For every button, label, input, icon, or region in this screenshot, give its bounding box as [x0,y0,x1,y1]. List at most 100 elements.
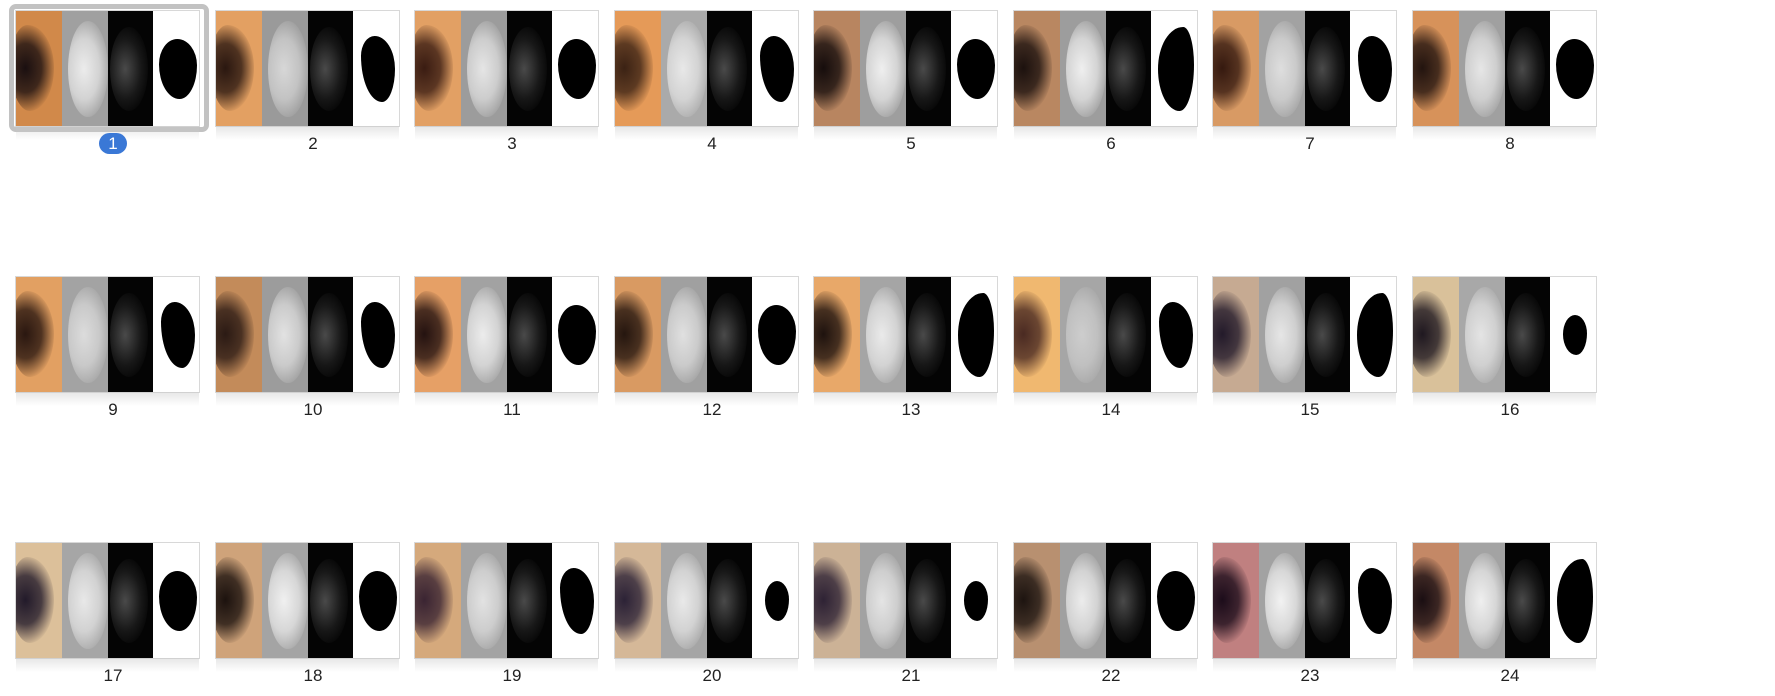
thumbnail-item[interactable]: 20 [599,532,825,696]
thumbnail-item[interactable]: 13 [798,266,1024,436]
photo-panel [1014,543,1060,658]
thumbnail-image[interactable] [1213,277,1396,392]
thumbnail-label[interactable]: 14 [998,399,1224,420]
thumbnail-label[interactable]: 8 [1397,133,1623,154]
thumbnail-label[interactable]: 2 [200,133,426,154]
thumbnail-label[interactable]: 18 [200,665,426,686]
thumbnail-image[interactable] [1014,277,1197,392]
stain-region [415,557,453,643]
thumbnail-image[interactable] [415,543,598,658]
thumbnail-image[interactable] [16,11,199,126]
thumbnail-image[interactable] [16,277,199,392]
thumbnail-number: 10 [303,400,323,419]
dark-highlight [907,293,946,377]
thumbnail-item[interactable]: 3 [399,0,625,170]
thumbnail-label[interactable]: 4 [599,133,825,154]
thumbnail-reflection [615,392,798,406]
thumbnail-item[interactable]: 16 [1397,266,1623,436]
thumbnail-image[interactable] [1413,543,1596,658]
gray-highlight [1065,553,1106,649]
thumbnail-label[interactable]: 16 [1397,399,1623,420]
thumbnail-label[interactable]: 20 [599,665,825,686]
thumbnail-item[interactable]: 18 [200,532,426,696]
thumbnail-item[interactable]: 8 [1397,0,1623,170]
thumbnail-item[interactable]: 15 [1197,266,1423,436]
stain-region [1014,291,1052,377]
thumbnail-label[interactable]: 19 [399,665,625,686]
thumbnail-image[interactable] [415,277,598,392]
thumbnail-image[interactable] [1014,543,1197,658]
thumbnail-label[interactable]: 1 [0,133,226,154]
thumbnail-item[interactable]: 2 [200,0,426,170]
thumbnail-image[interactable] [415,11,598,126]
thumbnail-label[interactable]: 10 [200,399,426,420]
thumbnail-item[interactable]: 19 [399,532,625,696]
thumbnail-image[interactable] [1213,11,1396,126]
thumbnail-image[interactable] [814,11,997,126]
thumbnail-image[interactable] [216,277,399,392]
photo-panel [1213,11,1259,126]
thumbnail-item[interactable]: 12 [599,266,825,436]
gray-panel [61,543,108,658]
thumbnail-reflection [1213,126,1396,140]
thumbnail-label[interactable]: 22 [998,665,1224,686]
thumbnail-label[interactable]: 11 [399,399,625,420]
thumbnail-item[interactable]: 9 [0,266,226,436]
mask-shape [1358,567,1393,634]
thumbnail-label[interactable]: 7 [1197,133,1423,154]
thumbnail-item[interactable]: 21 [798,532,1024,696]
thumbnail-label[interactable]: 21 [798,665,1024,686]
thumbnail-label[interactable]: 15 [1197,399,1423,420]
thumbnail-item[interactable]: 5 [798,0,1024,170]
thumbnail-item[interactable]: 22 [998,532,1224,696]
dark-highlight [109,293,148,377]
thumbnail-item[interactable]: 11 [399,266,625,436]
thumbnail-reflection [615,658,798,672]
dark-highlight [1306,559,1345,643]
thumbnail-image[interactable] [615,277,798,392]
thumbnail-reflection [415,658,598,672]
thumbnail-image[interactable] [814,543,997,658]
thumbnail-image[interactable] [1014,11,1197,126]
thumbnail-label[interactable]: 24 [1397,665,1623,686]
thumbnail-label[interactable]: 5 [798,133,1024,154]
gray-highlight [267,553,308,649]
thumbnail-label[interactable]: 13 [798,399,1024,420]
photo-panel [415,11,461,126]
thumbnail-reflection [1213,392,1396,406]
gray-panel [660,543,707,658]
thumbnail-image[interactable] [615,11,798,126]
thumbnail-image[interactable] [216,543,399,658]
thumbnail-item[interactable]: 6 [998,0,1224,170]
dark-panel [1504,11,1551,126]
thumbnail-image[interactable] [615,543,798,658]
mask-shape [361,35,396,102]
mask-shape [765,580,790,621]
thumbnail-item[interactable]: 7 [1197,0,1423,170]
gray-highlight [466,21,507,117]
thumbnail-image[interactable] [16,543,199,658]
thumbnail-reflection [1014,658,1197,672]
dark-panel [506,277,553,392]
thumbnail-label[interactable]: 9 [0,399,226,420]
thumbnail-item[interactable]: 4 [599,0,825,170]
thumbnail-image[interactable] [1413,11,1596,126]
gray-highlight [466,287,507,383]
dark-panel [307,277,354,392]
thumbnail-item[interactable]: 17 [0,532,226,696]
thumbnail-label[interactable]: 23 [1197,665,1423,686]
thumbnail-label[interactable]: 12 [599,399,825,420]
thumbnail-image[interactable] [814,277,997,392]
thumbnail-item[interactable]: 24 [1397,532,1623,696]
thumbnail-label[interactable]: 6 [998,133,1224,154]
thumbnail-image[interactable] [1413,277,1596,392]
thumbnail-image[interactable] [216,11,399,126]
thumbnail-item[interactable]: 14 [998,266,1224,436]
thumbnail-item[interactable]: 1 [0,0,226,170]
thumbnail-label[interactable]: 17 [0,665,226,686]
thumbnail-label[interactable]: 3 [399,133,625,154]
thumbnail-item[interactable]: 23 [1197,532,1423,696]
dark-panel [1504,543,1551,658]
thumbnail-image[interactable] [1213,543,1396,658]
thumbnail-item[interactable]: 10 [200,266,426,436]
